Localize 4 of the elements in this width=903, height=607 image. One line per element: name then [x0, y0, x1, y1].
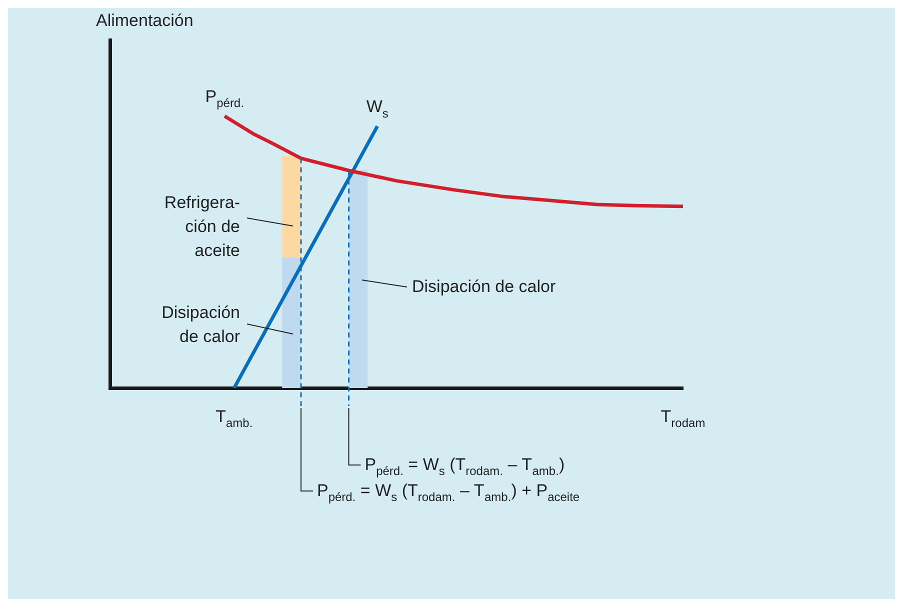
annotation: Refrigera- ción de aceite [164, 193, 240, 260]
annotation: Disipación de calor [412, 277, 556, 296]
annotation: Disipación de calor [162, 303, 240, 346]
y-axis-title: Alimentación [96, 11, 194, 30]
